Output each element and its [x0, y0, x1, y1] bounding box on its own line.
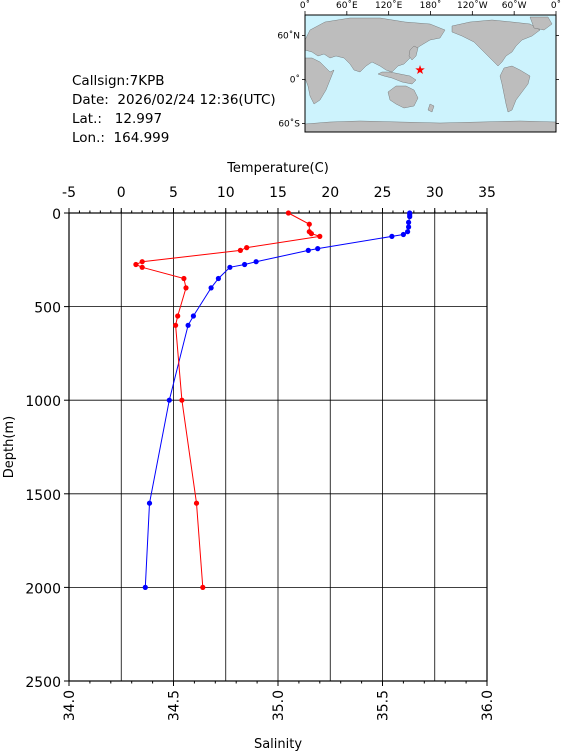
- salinity-point: [181, 275, 187, 282]
- land-north-america: [451, 19, 541, 67]
- temperature-point: [400, 231, 406, 238]
- temperature-point: [146, 500, 153, 506]
- land-australia: [387, 85, 419, 109]
- temperature-point: [389, 233, 395, 239]
- salinity-point: [139, 264, 145, 270]
- temperature-tick-label: 15: [269, 185, 287, 201]
- temperature-tick-label: 20: [321, 185, 339, 201]
- temperature-point: [407, 214, 413, 220]
- land-new-zealand: [427, 103, 435, 113]
- salinity-point: [173, 322, 179, 328]
- depth-tick-label: 1000: [25, 394, 61, 410]
- depth-tick-label: 1500: [25, 488, 61, 504]
- salinity-tick-label: 36.0: [480, 690, 496, 721]
- temperature-point: [185, 322, 191, 328]
- map-lon-label: 120˚W: [457, 0, 488, 11]
- salinity-point: [306, 221, 312, 227]
- temperature-point: [305, 247, 311, 253]
- map-labels: 0˚ 60˚E 120˚E 180˚ 120˚W 60˚W 0˚ 60˚N 0˚ 60˚S: [277, 0, 561, 130]
- map-lon-label: 120˚E: [375, 0, 403, 11]
- land-africa: [304, 57, 335, 105]
- date-text: Date: 2026/02/24 12:36(UTC): [72, 92, 276, 108]
- map-lon-label: 180˚: [420, 0, 442, 11]
- temperature-point: [215, 275, 221, 282]
- salinity-tick-label: 35.0: [271, 690, 287, 721]
- temperature-point: [406, 219, 412, 225]
- temperature-tick-label: -5: [62, 185, 76, 201]
- temperature-point: [227, 264, 233, 270]
- land-greenland: [529, 16, 553, 31]
- salinity-point: [133, 261, 139, 268]
- land-japan: [408, 45, 419, 61]
- land-maritime-asia: [377, 71, 417, 85]
- temperature-point: [253, 259, 259, 265]
- salinity-tick-label: 35.5: [376, 690, 392, 721]
- temperature-point: [190, 313, 196, 319]
- map-lat-label: 60˚N: [277, 31, 300, 42]
- latitude-text: Lat.: 12.997: [72, 111, 163, 127]
- temperature-tick-label: 35: [478, 185, 496, 201]
- station-marker-icon: [415, 65, 425, 74]
- depth-tick-label: 2000: [25, 581, 61, 597]
- temperature-tick-label: 10: [217, 185, 235, 201]
- chart-ticks: [64, 208, 488, 686]
- salinity-axis-label: Salinity: [254, 737, 302, 751]
- temperature-point: [208, 285, 214, 291]
- depth-tick-label: 0: [52, 207, 61, 223]
- map-ticks: [302, 11, 559, 124]
- map-land: [304, 16, 557, 133]
- temperature-point: [315, 246, 321, 252]
- depth-tick-label: 500: [34, 301, 61, 317]
- salinity-point: [139, 259, 145, 265]
- land-eurasia: [304, 17, 446, 73]
- salinity-point: [200, 584, 206, 591]
- map-lon-label: 60˚W: [502, 0, 527, 11]
- map-lat-label: 60˚S: [278, 119, 300, 130]
- temperature-point: [405, 229, 411, 235]
- salinity-point: [244, 245, 250, 251]
- callsign-text: Callsign:7KPB: [72, 73, 165, 89]
- temperature-tick-label: 0: [117, 185, 126, 201]
- chart-grid: [69, 213, 487, 681]
- chart-series: [133, 210, 413, 591]
- longitude-text: Lon.: 164.999: [72, 130, 170, 146]
- salinity-point: [308, 231, 314, 237]
- land-south-america: [499, 65, 531, 113]
- temperature-tick-label: 5: [169, 185, 178, 201]
- salinity-point: [285, 210, 291, 216]
- salinity-point: [237, 247, 243, 253]
- station-info: Callsign:7KPB Date: 2026/02/24 12:36(UTC…: [72, 72, 276, 148]
- map-lon-label: 60˚E: [336, 0, 358, 11]
- temperature-point: [142, 584, 148, 591]
- salinity-tick-label: 34.0: [62, 690, 78, 721]
- temperature-point: [166, 397, 172, 403]
- depth-tick-label: 2500: [25, 675, 61, 691]
- salinity-point: [193, 500, 200, 506]
- salinity-point: [317, 233, 323, 239]
- salinity-tick-label: 34.5: [167, 690, 183, 721]
- temperature-tick-label: 25: [374, 185, 392, 201]
- world-map: 0˚ 60˚E 120˚E 180˚ 120˚W 60˚W 0˚ 60˚N 0˚ 60˚S: [277, 0, 561, 133]
- salinity-point: [183, 285, 189, 291]
- land-antarctica: [304, 120, 557, 133]
- salinity-point: [179, 397, 185, 403]
- depth-axis-label: Depth(m): [2, 416, 17, 478]
- map-lat-label: 0˚: [290, 75, 300, 86]
- temperature-point: [406, 224, 412, 230]
- map-lon-label: 0˚: [551, 0, 561, 11]
- salinity-point: [175, 313, 181, 319]
- map-lon-label: 0˚: [300, 0, 310, 11]
- temperature-point: [242, 261, 248, 268]
- temperature-tick-label: 30: [426, 185, 444, 201]
- temperature-axis-label: Temperature(C): [226, 161, 329, 176]
